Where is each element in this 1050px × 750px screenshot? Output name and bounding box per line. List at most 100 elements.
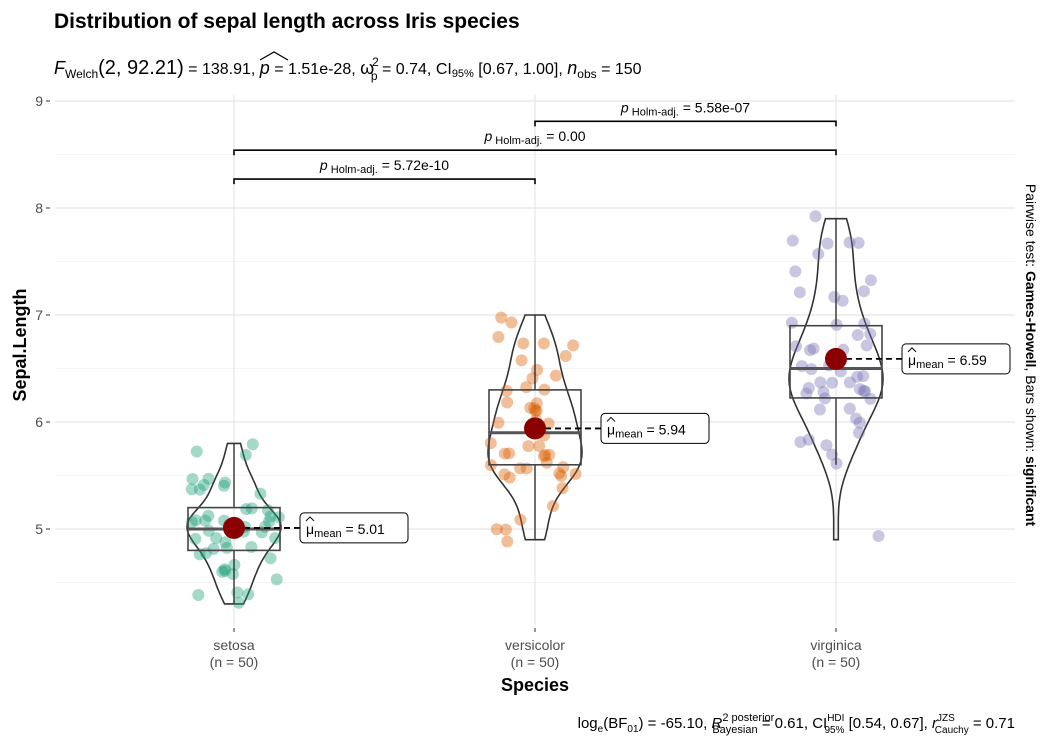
- data-point-setosa: [189, 532, 202, 545]
- data-point-setosa: [219, 536, 232, 549]
- data-point-versicolor: [567, 339, 580, 352]
- data-point-versicolor: [543, 448, 556, 461]
- mean-label-box: [299, 512, 409, 544]
- data-point-virginica: [860, 339, 873, 352]
- chart-title: Distribution of sepal length across Iris…: [54, 10, 520, 33]
- mean-label: μmean = 6.59: [908, 352, 987, 371]
- box-versicolor: [488, 389, 582, 466]
- data-point-versicolor: [539, 449, 552, 462]
- data-point-setosa: [202, 524, 215, 537]
- data-point-setosa: [264, 552, 277, 565]
- chart-subtitle: FWelch(2, 92.21) = 138.91, p = 1.51e-28,…: [54, 55, 642, 83]
- data-point-setosa: [192, 588, 205, 601]
- mean-label-box: [600, 412, 710, 444]
- data-point-virginica: [803, 344, 816, 357]
- data-point-virginica: [858, 317, 871, 330]
- data-point-virginica: [800, 387, 813, 400]
- y-tick-label: 7: [35, 307, 43, 323]
- mean-label: μmean = 5.01: [306, 521, 385, 540]
- data-point-setosa: [210, 532, 223, 545]
- box-virginica: [789, 324, 883, 399]
- data-point-setosa: [272, 511, 285, 524]
- mean-point-setosa: [223, 516, 245, 539]
- data-point-virginica: [802, 433, 815, 446]
- data-point-setosa: [254, 487, 267, 500]
- data-point-versicolor: [533, 439, 546, 452]
- hat-icon: [606, 416, 616, 422]
- data-point-setosa: [197, 478, 210, 491]
- data-point-setosa: [202, 509, 215, 522]
- data-point-virginica: [852, 426, 865, 439]
- data-point-virginica: [836, 294, 849, 307]
- data-point-versicolor: [530, 397, 543, 410]
- data-point-setosa: [189, 514, 202, 527]
- data-point-virginica: [851, 329, 864, 342]
- data-point-virginica: [859, 385, 872, 398]
- data-point-virginica: [843, 376, 856, 389]
- comparison-label: p Holm-adj. = 5.58e-07: [620, 99, 750, 118]
- data-point-virginica: [812, 247, 825, 260]
- y-axis-title: Sepal.Length: [10, 288, 30, 401]
- data-point-virginica: [843, 236, 856, 249]
- data-point-virginica: [785, 316, 798, 329]
- chart-caption: loge(BF01) = -65.10, R2 posterior Bayesia…: [578, 712, 1015, 736]
- data-point-setosa: [207, 542, 220, 555]
- data-point-virginica: [864, 392, 877, 405]
- data-point-versicolor: [517, 337, 530, 350]
- data-point-virginica: [852, 236, 865, 249]
- data-point-virginica: [826, 448, 839, 461]
- mean-label: μmean = 5.94: [607, 421, 686, 440]
- data-point-setosa: [264, 510, 277, 523]
- y-tick-label: 8: [35, 200, 43, 216]
- data-point-virginica: [857, 285, 870, 298]
- subtitle-hat: [259, 51, 289, 61]
- data-point-versicolor: [553, 467, 566, 480]
- data-point-virginica: [786, 234, 799, 247]
- right-label: Pairwise test: Games-Howell, Bars shown:…: [1023, 184, 1039, 527]
- data-point-virginica: [789, 265, 802, 278]
- data-point-setosa: [269, 532, 282, 545]
- data-point-versicolor: [537, 337, 550, 350]
- data-point-setosa: [226, 568, 239, 581]
- data-point-setosa: [193, 548, 206, 561]
- data-point-virginica: [821, 237, 834, 250]
- y-axis: 5 6 7 8 9: [35, 93, 50, 537]
- x-axis: setosa(n = 50)versicolor(n = 50)virginic…: [210, 628, 862, 670]
- data-point-virginica: [807, 342, 820, 355]
- means: μmean = 5.01 μmean = 5.94 μmean = 6.59: [223, 343, 1011, 544]
- data-point-versicolor: [503, 447, 516, 460]
- data-point-versicolor: [492, 330, 505, 343]
- data-point-versicolor: [498, 468, 511, 481]
- data-point-versicolor: [537, 450, 550, 463]
- mean-point-virginica: [825, 347, 847, 370]
- data-point-virginica: [817, 385, 830, 398]
- data-point-versicolor: [559, 349, 572, 362]
- data-point-versicolor: [526, 372, 539, 385]
- data-point-versicolor: [505, 316, 518, 329]
- data-point-versicolor: [549, 369, 562, 382]
- boxes: [187, 218, 883, 604]
- hat-icon: [907, 347, 917, 353]
- data-point-versicolor: [522, 440, 535, 453]
- data-point-setosa: [240, 503, 253, 516]
- comparison-label: p Holm-adj. = 5.72e-10: [319, 157, 449, 176]
- hat-icon: [305, 516, 315, 522]
- x-tick-label: versicolor: [505, 637, 565, 653]
- data-point-virginica: [857, 370, 870, 383]
- data-point-versicolor: [524, 401, 537, 414]
- data-point-versicolor: [528, 402, 541, 415]
- data-point-virginica: [813, 403, 826, 416]
- x-tick-label: virginica: [810, 637, 862, 653]
- data-point-versicolor: [484, 437, 497, 450]
- data-point-setosa: [245, 541, 258, 554]
- data-point-virginica: [864, 327, 877, 340]
- data-point-virginica: [794, 436, 807, 449]
- data-point-versicolor: [514, 513, 527, 526]
- data-point-setosa: [216, 565, 229, 578]
- data-point-virginica: [809, 210, 822, 223]
- data-point-setosa: [259, 520, 272, 533]
- data-point-setosa: [219, 476, 232, 489]
- comparison-bracket: [233, 149, 837, 156]
- data-point-virginica: [789, 340, 802, 353]
- data-point-virginica: [850, 412, 863, 425]
